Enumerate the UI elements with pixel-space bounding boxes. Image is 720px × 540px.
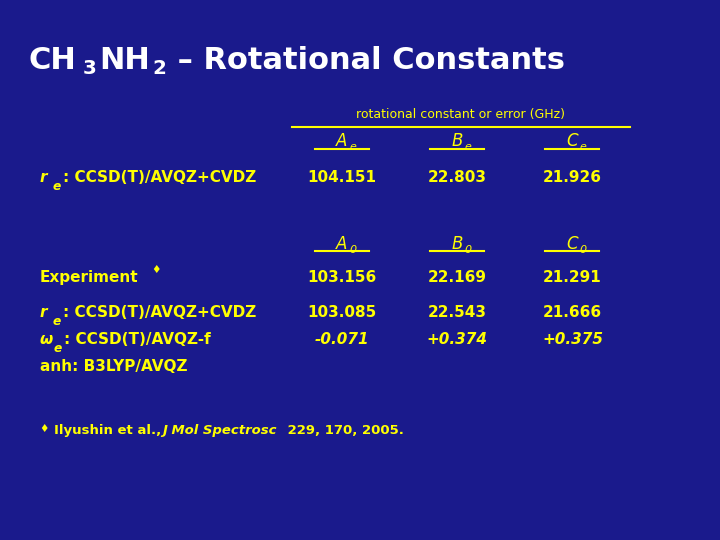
- Text: r: r: [40, 170, 47, 185]
- Text: : CCSD(T)/AVQZ+CVDZ: : CCSD(T)/AVQZ+CVDZ: [63, 170, 256, 185]
- Text: 0: 0: [349, 245, 356, 255]
- Text: Ilyushin et al.,: Ilyushin et al.,: [54, 424, 166, 437]
- Text: : CCSD(T)/AVQZ+CVDZ: : CCSD(T)/AVQZ+CVDZ: [63, 305, 256, 320]
- Text: 229, 170, 2005.: 229, 170, 2005.: [283, 424, 404, 437]
- Text: ♦: ♦: [40, 424, 49, 434]
- Text: 104.151: 104.151: [307, 170, 377, 185]
- Text: NH: NH: [99, 46, 150, 75]
- Text: -0.071: -0.071: [315, 332, 369, 347]
- Text: 103.156: 103.156: [307, 270, 377, 285]
- Text: r: r: [40, 305, 47, 320]
- Text: +0.375: +0.375: [542, 332, 603, 347]
- Text: C: C: [567, 132, 578, 150]
- Text: 22.169: 22.169: [428, 270, 487, 285]
- Text: A: A: [336, 132, 348, 150]
- Text: 0: 0: [580, 245, 587, 255]
- Text: +0.374: +0.374: [427, 332, 487, 347]
- Text: CH: CH: [29, 46, 76, 75]
- Text: 0: 0: [464, 245, 472, 255]
- Text: e: e: [53, 180, 60, 193]
- Text: e: e: [464, 142, 472, 152]
- Text: 103.085: 103.085: [307, 305, 377, 320]
- Text: 3: 3: [83, 59, 96, 78]
- Text: C: C: [567, 235, 578, 253]
- Text: B: B: [451, 235, 463, 253]
- Text: anh: B3LYP/AVQZ: anh: B3LYP/AVQZ: [40, 359, 187, 374]
- Text: e: e: [580, 142, 587, 152]
- Text: 21.926: 21.926: [543, 170, 602, 185]
- Text: rotational constant or error (GHz): rotational constant or error (GHz): [356, 108, 565, 121]
- Text: e: e: [53, 315, 60, 328]
- Text: 21.666: 21.666: [543, 305, 602, 320]
- Text: e: e: [54, 342, 62, 355]
- Text: e: e: [349, 142, 356, 152]
- Text: J Mol Spectrosc: J Mol Spectrosc: [162, 424, 276, 437]
- Text: Experiment: Experiment: [40, 270, 138, 285]
- Text: 21.291: 21.291: [543, 270, 602, 285]
- Text: 2: 2: [153, 59, 166, 78]
- Text: – Rotational Constants: – Rotational Constants: [167, 46, 565, 75]
- Text: 22.543: 22.543: [428, 305, 487, 320]
- Text: : CCSD(T)/AVQZ-f: : CCSD(T)/AVQZ-f: [64, 332, 211, 347]
- Text: ♦: ♦: [151, 265, 161, 275]
- Text: A: A: [336, 235, 348, 253]
- Text: ω: ω: [40, 332, 53, 347]
- Text: 22.803: 22.803: [428, 170, 487, 185]
- Text: B: B: [451, 132, 463, 150]
